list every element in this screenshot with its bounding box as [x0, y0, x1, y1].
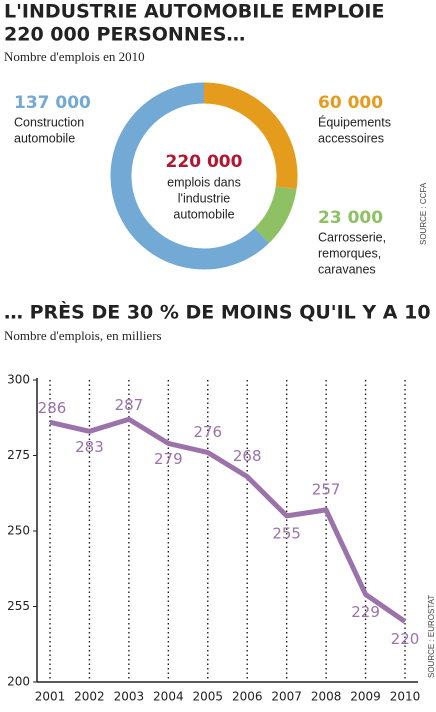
x-tick-label: 2002	[74, 690, 105, 704]
value-label: 60 000	[318, 93, 383, 113]
data-label: 220	[391, 630, 420, 648]
value-label: 137 000	[14, 93, 91, 113]
source: SOURCE : CCFA	[419, 182, 428, 245]
y-tick-label: 200	[7, 675, 30, 689]
x-tick-label: 2001	[35, 690, 66, 704]
total-text: automobile	[173, 207, 234, 221]
line	[49, 416, 407, 624]
category-label: Équipements	[318, 114, 391, 129]
x-tick-label: 2003	[114, 690, 145, 704]
source: SOURCE : EUROSTAT	[427, 595, 436, 678]
data-label: 283	[75, 438, 104, 456]
data-label: 268	[233, 447, 262, 465]
y-tick-label: 255	[7, 599, 30, 613]
chart-title: … PRÈS DE 30 % DE MOINS QU'IL Y A 10 ANS	[4, 301, 436, 324]
y-tick-label: 300	[7, 373, 30, 387]
data-label: 255	[272, 524, 301, 542]
data-label: 286	[38, 399, 67, 417]
x-tick-label: 2010	[390, 690, 421, 704]
data-label: 279	[154, 450, 183, 468]
y-tick-label: 250	[7, 524, 30, 538]
subtitle: Nombre d'emplois, en milliers	[4, 328, 162, 343]
category-label: remorques,	[318, 246, 381, 260]
total-label: 220 000	[166, 152, 243, 172]
data-label: 257	[312, 480, 341, 498]
category-label: caravanes	[318, 262, 376, 276]
total-text: l'industrie	[178, 191, 230, 205]
data-label: 287	[115, 396, 144, 414]
data-label: 276	[193, 423, 222, 441]
category-label: accessoires	[318, 131, 384, 145]
chart-title: 220 000 PERSONNES…	[4, 24, 245, 46]
donut-segment	[203, 82, 298, 190]
x-tick-label: 2007	[271, 690, 302, 704]
value-label: 23 000	[318, 208, 383, 228]
y-tick-label: 275	[7, 448, 30, 462]
chart-title: L'INDUSTRIE AUTOMOBILE EMPLOIE	[4, 1, 384, 23]
x-tick-label: 2005	[193, 690, 224, 704]
x-tick-label: 2008	[311, 690, 342, 704]
x-tick-label: 2006	[232, 690, 263, 704]
category-label: automobile	[14, 131, 75, 145]
subtitle: Nombre d'emplois en 2010	[4, 49, 145, 64]
x-tick-label: 2009	[350, 690, 381, 704]
data-label: 229	[351, 603, 380, 621]
x-tick-label: 2004	[153, 690, 184, 704]
donut-segment	[254, 185, 297, 244]
category-label: Carrosserie,	[318, 230, 386, 244]
category-label: Construction	[14, 115, 84, 129]
donut-segment	[110, 82, 270, 270]
total-text: emplois dans	[167, 175, 241, 189]
